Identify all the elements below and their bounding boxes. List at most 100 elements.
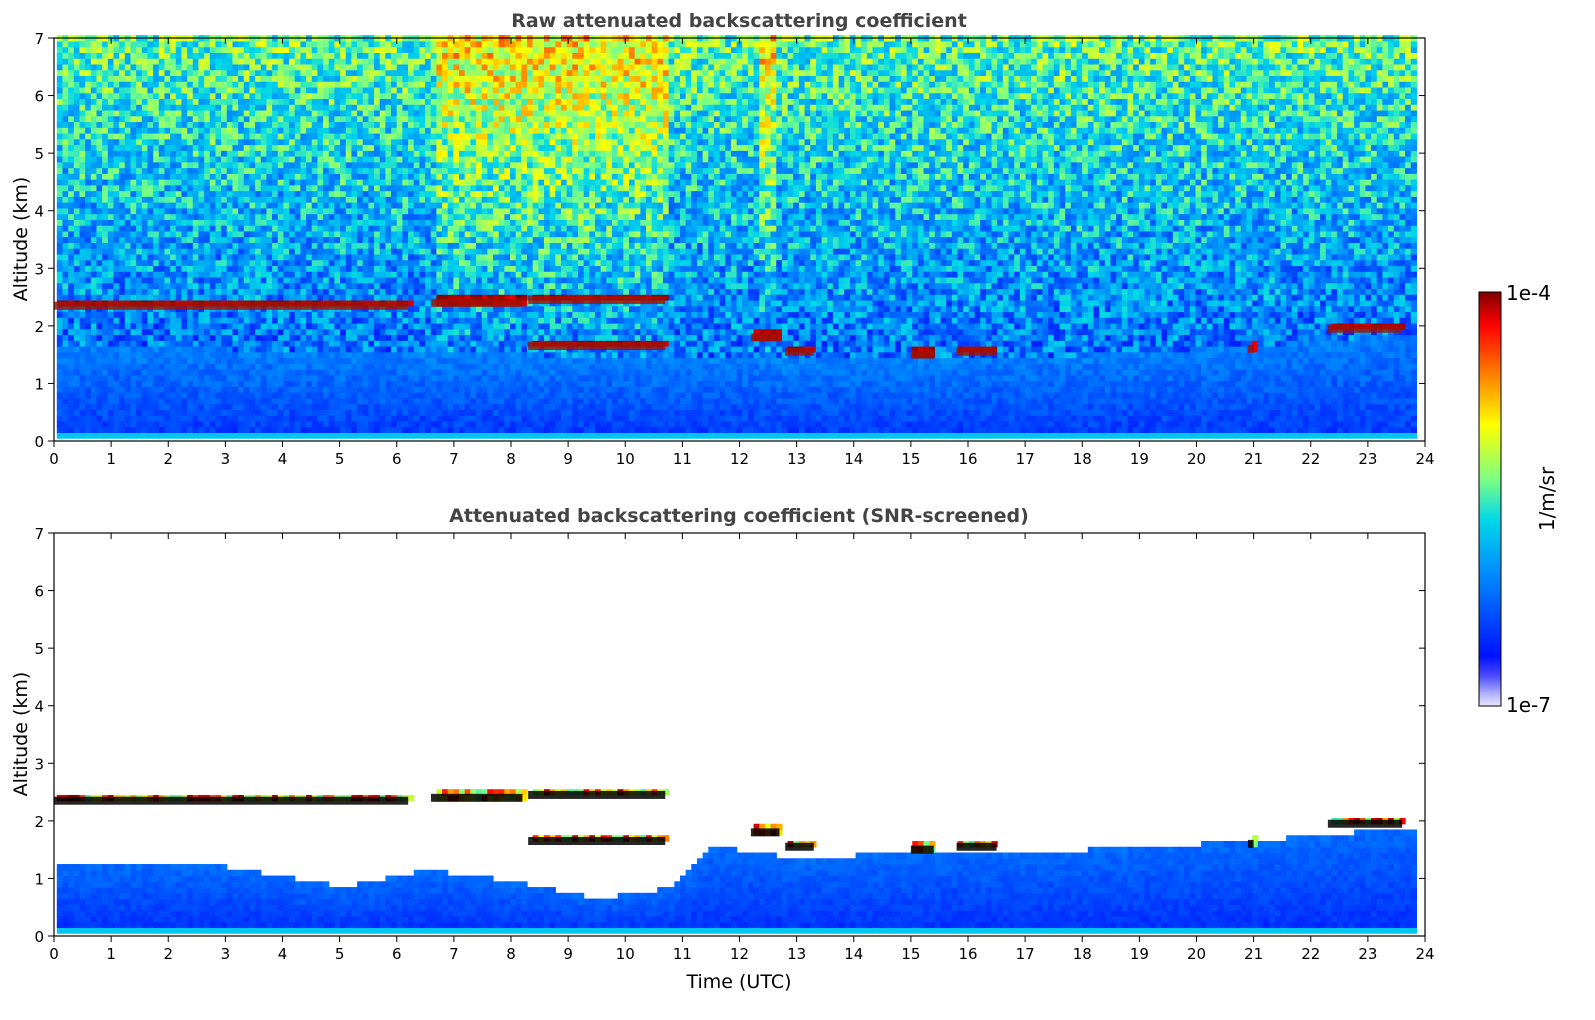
heatmap-cell [187, 340, 193, 346]
heatmap-cell [221, 375, 227, 381]
heatmap-cell [215, 404, 221, 410]
heatmap-cell [334, 168, 340, 174]
heatmap-cell [96, 237, 102, 243]
heatmap-cell [159, 225, 165, 231]
heatmap-cell [79, 242, 85, 248]
heatmap-cell [96, 346, 102, 352]
heatmap-cell [448, 179, 454, 185]
heatmap-cell [170, 404, 176, 410]
heatmap-cell [380, 156, 386, 162]
heatmap-cell [402, 156, 408, 162]
heatmap-cell [153, 191, 159, 197]
heatmap-cell [221, 173, 227, 179]
heatmap-cell [368, 121, 374, 127]
heatmap-cell [244, 196, 250, 202]
heatmap-cell [249, 52, 255, 58]
heatmap-cell [363, 294, 369, 300]
heatmap-cell [272, 352, 278, 358]
heatmap-cell [283, 156, 289, 162]
heatmap-cell [334, 208, 340, 214]
heatmap-cell [79, 329, 85, 335]
heatmap-cell [272, 168, 278, 174]
heatmap-cell [419, 306, 425, 312]
heatmap-cell [74, 260, 80, 266]
heatmap-cell [436, 248, 442, 254]
heatmap-cell [453, 271, 459, 277]
heatmap-cell [312, 329, 318, 335]
heatmap-cell [351, 260, 357, 266]
heatmap-cell [425, 432, 431, 438]
heatmap-cell [402, 173, 408, 179]
heatmap-cell [414, 392, 420, 398]
heatmap-cell [357, 404, 363, 410]
heatmap-cell [153, 47, 159, 53]
heatmap-cell [402, 317, 408, 323]
heatmap-cell [210, 248, 216, 254]
heatmap-cell [397, 47, 403, 53]
heatmap-cell [57, 409, 63, 415]
heatmap-cell [397, 162, 403, 168]
heatmap-cell [91, 386, 97, 392]
heatmap-cell [295, 179, 301, 185]
heatmap-cell [108, 237, 114, 243]
heatmap-cell [221, 317, 227, 323]
heatmap-cell [238, 75, 244, 81]
heatmap-cell [108, 52, 114, 58]
heatmap-cell [159, 219, 165, 225]
heatmap-cell [334, 409, 340, 415]
heatmap-cell [323, 104, 329, 110]
heatmap-cell [312, 427, 318, 433]
heatmap-cell [312, 173, 318, 179]
heatmap-cell [102, 173, 108, 179]
heatmap-cell [374, 231, 380, 237]
heatmap-cell [119, 398, 125, 404]
heatmap-cell [414, 41, 420, 47]
heatmap-cell [63, 52, 69, 58]
heatmap-cell [414, 104, 420, 110]
heatmap-cell [198, 409, 204, 415]
heatmap-cell [351, 288, 357, 294]
heatmap-cell [380, 277, 386, 283]
heatmap-cell [108, 392, 114, 398]
heatmap-cell [414, 381, 420, 387]
heatmap-cell [414, 242, 420, 248]
heatmap-cell [193, 409, 199, 415]
heatmap-cell [210, 294, 216, 300]
heatmap-cell [176, 231, 182, 237]
heatmap-cell [380, 421, 386, 427]
heatmap-cell [431, 133, 437, 139]
heatmap-cell [85, 340, 91, 346]
heatmap-cell [210, 133, 216, 139]
heatmap-cell [204, 260, 210, 266]
heatmap-cell [125, 156, 131, 162]
heatmap-cell [244, 237, 250, 243]
heatmap-cell [198, 381, 204, 387]
heatmap-cell [193, 404, 199, 410]
heatmap-cell [232, 81, 238, 87]
heatmap-cell [289, 208, 295, 214]
heatmap-cell [431, 317, 437, 323]
heatmap-cell [176, 346, 182, 352]
heatmap-cell [221, 369, 227, 375]
heatmap-cell [312, 219, 318, 225]
heatmap-cell [176, 185, 182, 191]
heatmap-cell [57, 208, 63, 214]
heatmap-cell [181, 358, 187, 364]
heatmap-cell [221, 87, 227, 93]
heatmap-cell [238, 162, 244, 168]
heatmap-cell [317, 70, 323, 76]
heatmap-cell [374, 139, 380, 145]
heatmap-cell [215, 369, 221, 375]
heatmap-cell [278, 225, 284, 231]
heatmap-cell [176, 87, 182, 93]
heatmap-cell [159, 375, 165, 381]
heatmap-cell [431, 254, 437, 260]
heatmap-cell [79, 363, 85, 369]
heatmap-cell [108, 311, 114, 317]
heatmap-cell [249, 156, 255, 162]
heatmap-cell [125, 98, 131, 104]
heatmap-cell [385, 145, 391, 151]
heatmap-cell [79, 288, 85, 294]
heatmap-cell [244, 87, 250, 93]
heatmap-cell [193, 116, 199, 122]
